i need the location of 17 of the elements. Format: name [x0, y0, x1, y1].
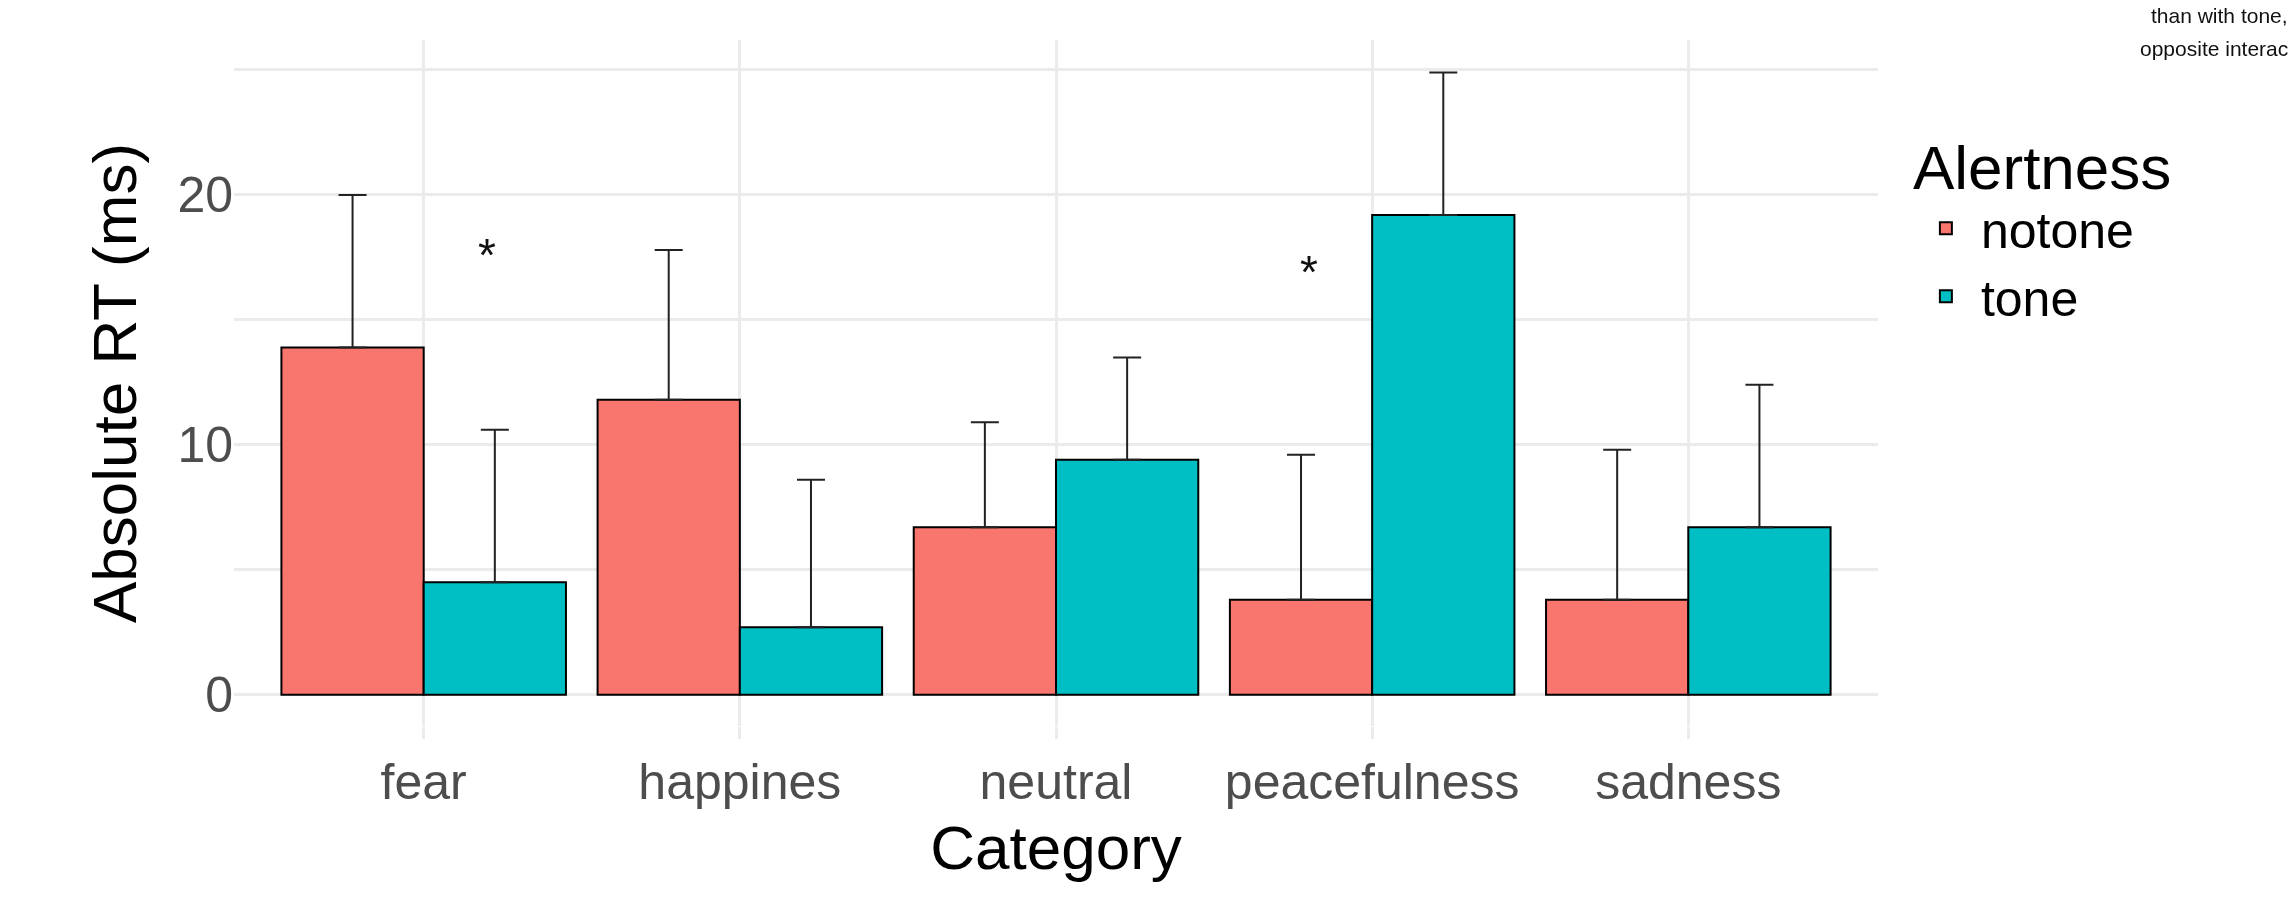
x-tick-label: neutral — [979, 754, 1133, 810]
y-axis-title: Absolute RT (ms) — [80, 142, 150, 624]
legend-title: Alertness — [1912, 133, 2172, 203]
text: than with tone, — [2151, 4, 2288, 27]
y-tick-label: 10 — [177, 417, 233, 474]
x-tick-label: peacefulness — [1224, 754, 1520, 810]
x-tick-label: happines — [638, 754, 842, 810]
annotation: * — [1300, 246, 1318, 298]
text: opposite interac — [2140, 37, 2289, 60]
x-tick-label: sadness — [1595, 754, 1782, 810]
legend-label: tone — [1980, 270, 2079, 327]
annotation: * — [478, 229, 496, 281]
x-tick-label: fear — [380, 754, 467, 810]
x-axis-title: Category — [930, 812, 1182, 882]
y-tick-label: 0 — [205, 667, 233, 724]
y-tick-label: 20 — [177, 167, 233, 224]
legend-label: notone — [1980, 202, 2134, 259]
